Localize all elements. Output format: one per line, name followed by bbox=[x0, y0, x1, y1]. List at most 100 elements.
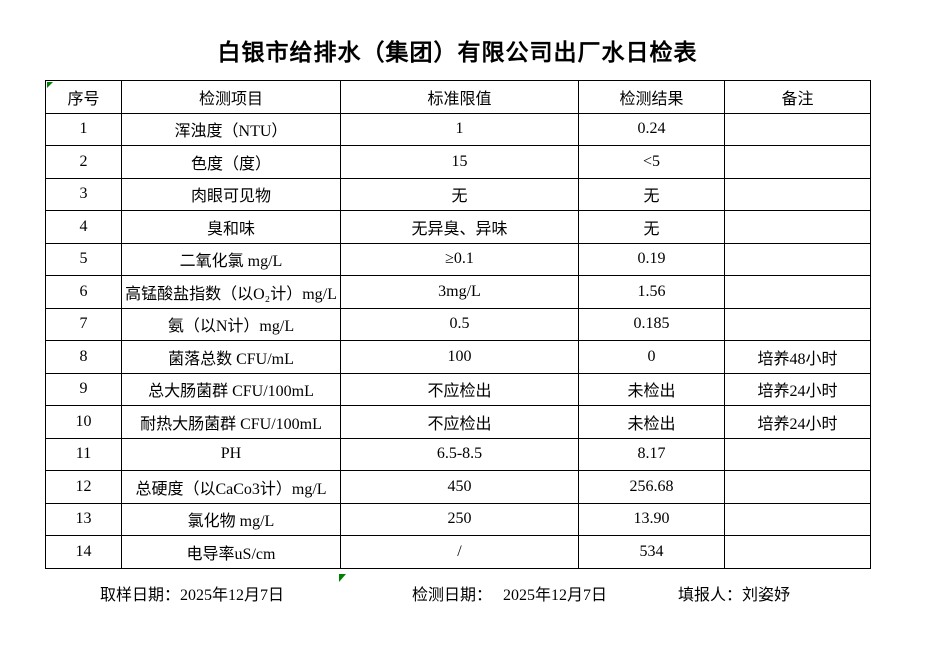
cell-remark bbox=[724, 470, 871, 504]
cell-remark bbox=[724, 275, 871, 309]
table-row: 14 电导率uS/cm / 534 bbox=[45, 535, 871, 569]
cell-result: 0.185 bbox=[578, 307, 725, 341]
table-row: 1 浑浊度（NTU） 1 0.24 bbox=[45, 112, 871, 146]
cell-result: 无 bbox=[578, 177, 725, 211]
reporter-name: 刘姿妤 bbox=[742, 587, 791, 604]
cell-limit: 1 bbox=[340, 112, 579, 146]
cell-no: 5 bbox=[45, 242, 122, 276]
water-inspection-table: 序号 检测项目 标准限值 检测结果 备注 1 浑浊度（NTU） 1 0.24 2… bbox=[45, 80, 871, 569]
test-date-value: 2025年12月7日 bbox=[503, 587, 608, 604]
sampling-date-value: 2025年12月7日 bbox=[180, 587, 285, 604]
cell-no: 8 bbox=[45, 340, 122, 374]
col-header-no: 序号 bbox=[45, 80, 122, 114]
sampling-date: 取样日期：2025年12月7日 bbox=[100, 581, 284, 605]
cell-remark bbox=[724, 437, 871, 471]
cell-limit: 无 bbox=[340, 177, 579, 211]
cell-result: 8.17 bbox=[578, 437, 725, 471]
sampling-date-label: 取样日期： bbox=[100, 587, 181, 604]
cell-no: 14 bbox=[45, 535, 122, 569]
cell-no: 11 bbox=[45, 437, 122, 471]
cell-no: 6 bbox=[45, 275, 122, 309]
cell-item: 臭和味 bbox=[121, 210, 341, 244]
cell-remark: 培养24小时 bbox=[724, 372, 871, 406]
cell-remark bbox=[724, 502, 871, 536]
table-row: 7 氨（以N计）mg/L 0.5 0.185 bbox=[45, 307, 871, 341]
cell-remark bbox=[724, 242, 871, 276]
cell-limit: 15 bbox=[340, 145, 579, 179]
cell-result: 未检出 bbox=[578, 372, 725, 406]
cell-item: 耐热大肠菌群 CFU/100mL bbox=[121, 405, 341, 439]
table-row: 10 耐热大肠菌群 CFU/100mL 不应检出 未检出 培养24小时 bbox=[45, 405, 871, 439]
cell-no: 13 bbox=[45, 502, 122, 536]
cell-item: 高锰酸盐指数（以O₂计）mg/L bbox=[121, 275, 341, 309]
cell-item: 氯化物 mg/L bbox=[121, 502, 341, 536]
cell-item: 菌落总数 CFU/mL bbox=[121, 340, 341, 374]
cell-remark: 培养24小时 bbox=[724, 405, 871, 439]
header-row: 序号 检测项目 标准限值 检测结果 备注 bbox=[45, 80, 871, 114]
cell-limit: / bbox=[340, 535, 579, 569]
table-row: 3 肉眼可见物 无 无 bbox=[45, 177, 871, 211]
cell-result: 未检出 bbox=[578, 405, 725, 439]
cell-no: 9 bbox=[45, 372, 122, 406]
cell-item: 氨（以N计）mg/L bbox=[121, 307, 341, 341]
cell-result: 0.24 bbox=[578, 112, 725, 146]
col-header-item: 检测项目 bbox=[121, 80, 341, 114]
cell-result: 0.19 bbox=[578, 242, 725, 276]
cell-remark bbox=[724, 145, 871, 179]
table-row: 13 氯化物 mg/L 250 13.90 bbox=[45, 502, 871, 536]
cell-limit: 100 bbox=[340, 340, 579, 374]
cell-no: 3 bbox=[45, 177, 122, 211]
cell-item: 总硬度（以CaCo3计）mg/L bbox=[121, 470, 341, 504]
cell-remark bbox=[724, 535, 871, 569]
cell-result: 1.56 bbox=[578, 275, 725, 309]
cell-remark bbox=[724, 210, 871, 244]
cell-result: 534 bbox=[578, 535, 725, 569]
cell-remark bbox=[724, 112, 871, 146]
cell-no: 1 bbox=[45, 112, 122, 146]
table-row: 2 色度（度） 15 <5 bbox=[45, 145, 871, 179]
cell-item: PH bbox=[121, 437, 341, 471]
cell-no: 12 bbox=[45, 470, 122, 504]
cell-item: 肉眼可见物 bbox=[121, 177, 341, 211]
cell-result: 13.90 bbox=[578, 502, 725, 536]
col-header-remark: 备注 bbox=[724, 80, 871, 114]
table-row: 4 臭和味 无异臭、异味 无 bbox=[45, 210, 871, 244]
cell-limit: 250 bbox=[340, 502, 579, 536]
table-row: 5 二氧化氯 mg/L ≥0.1 0.19 bbox=[45, 242, 871, 276]
cell-no: 7 bbox=[45, 307, 122, 341]
col-header-result: 检测结果 bbox=[578, 80, 725, 114]
cell-item: 浑浊度（NTU） bbox=[121, 112, 341, 146]
reporter-label: 填报人： bbox=[678, 587, 743, 604]
cell-limit: 6.5-8.5 bbox=[340, 437, 579, 471]
table-row: 9 总大肠菌群 CFU/100mL 不应检出 未检出 培养24小时 bbox=[45, 372, 871, 406]
test-date-label: 检测日期： bbox=[412, 587, 493, 604]
cell-limit: 不应检出 bbox=[340, 405, 579, 439]
table-row: 12 总硬度（以CaCo3计）mg/L 450 256.68 bbox=[45, 470, 871, 504]
cell-limit: 3mg/L bbox=[340, 275, 579, 309]
cell-limit: 无异臭、异味 bbox=[340, 210, 579, 244]
cell-remark bbox=[724, 177, 871, 211]
table-row: 8 菌落总数 CFU/mL 100 0 培养48小时 bbox=[45, 340, 871, 374]
reporter: 填报人：刘姿妤 bbox=[678, 581, 790, 605]
cell-result: 256.68 bbox=[578, 470, 725, 504]
cell-limit: ≥0.1 bbox=[340, 242, 579, 276]
excel-corner-indicator-bottom-icon bbox=[339, 574, 346, 582]
cell-no: 4 bbox=[45, 210, 122, 244]
table-row: 6 高锰酸盐指数（以O₂计）mg/L 3mg/L 1.56 bbox=[45, 275, 871, 309]
cell-no: 10 bbox=[45, 405, 122, 439]
page-title: 白银市给排水（集团）有限公司出厂水日检表 bbox=[217, 40, 698, 65]
cell-limit: 不应检出 bbox=[340, 372, 579, 406]
cell-result: 0 bbox=[578, 340, 725, 374]
col-header-limit: 标准限值 bbox=[340, 80, 579, 114]
cell-result: 无 bbox=[578, 210, 725, 244]
cell-item: 电导率uS/cm bbox=[121, 535, 341, 569]
cell-item: 二氧化氯 mg/L bbox=[121, 242, 341, 276]
cell-limit: 450 bbox=[340, 470, 579, 504]
cell-no: 2 bbox=[45, 145, 122, 179]
cell-result: <5 bbox=[578, 145, 725, 179]
cell-limit: 0.5 bbox=[340, 307, 579, 341]
cell-item: 色度（度） bbox=[121, 145, 341, 179]
table-row: 11 PH 6.5-8.5 8.17 bbox=[45, 437, 871, 471]
cell-remark: 培养48小时 bbox=[724, 340, 871, 374]
cell-remark bbox=[724, 307, 871, 341]
